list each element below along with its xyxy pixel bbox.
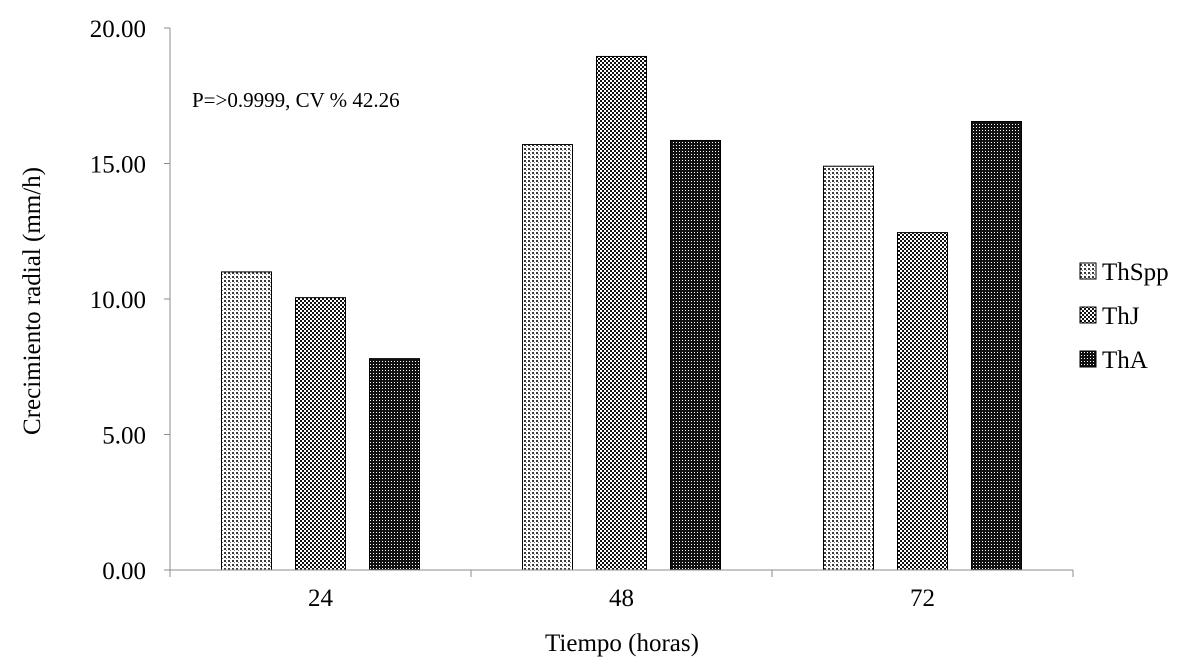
x-tick-label: 48 xyxy=(609,585,634,612)
y-tick-label: 20.00 xyxy=(90,16,146,43)
y-axis: 0.00 5.00 10.00 15.00 20.00 xyxy=(90,16,171,585)
bar-ThSpp-72 xyxy=(823,165,874,571)
bar-ThJ-48 xyxy=(596,55,647,571)
bar-ThJ-24 xyxy=(295,297,346,571)
legend-swatch-ThJ xyxy=(1079,306,1097,324)
x-ticks: 24 48 72 xyxy=(169,570,1074,612)
bar-ThA-48 xyxy=(670,139,721,571)
annotation-text: P=>0.9999, CV % 42.26 xyxy=(192,88,400,112)
y-tick-label: 5.00 xyxy=(102,423,146,450)
legend: ThSpp ThJ ThA xyxy=(1079,259,1169,374)
bar-ThSpp-48 xyxy=(522,144,573,571)
y-ticks: 0.00 5.00 10.00 15.00 20.00 xyxy=(90,16,170,585)
bars-layer xyxy=(221,55,1022,571)
legend-label: ThJ xyxy=(1102,303,1140,330)
x-tick-label: 24 xyxy=(308,585,334,612)
legend-swatch-ThA xyxy=(1079,350,1097,368)
y-tick-label: 0.00 xyxy=(102,558,146,585)
bar-ThSpp-24 xyxy=(221,271,272,571)
x-tick-label: 72 xyxy=(910,585,935,612)
y-tick-label: 15.00 xyxy=(90,152,146,179)
legend-swatch-ThSpp xyxy=(1079,262,1097,280)
y-tick-label: 10.00 xyxy=(90,287,146,314)
legend-label: ThA xyxy=(1102,347,1148,374)
bar-ThA-72 xyxy=(971,120,1022,571)
x-axis: 24 48 72 xyxy=(169,569,1074,612)
x-axis-title: Tiempo (horas) xyxy=(545,630,699,657)
legend-label: ThSpp xyxy=(1102,259,1169,286)
bar-ThA-24 xyxy=(369,358,420,571)
bar-ThJ-72 xyxy=(897,232,948,571)
y-axis-title: Crecimiento radial (mm/h) xyxy=(19,167,46,435)
